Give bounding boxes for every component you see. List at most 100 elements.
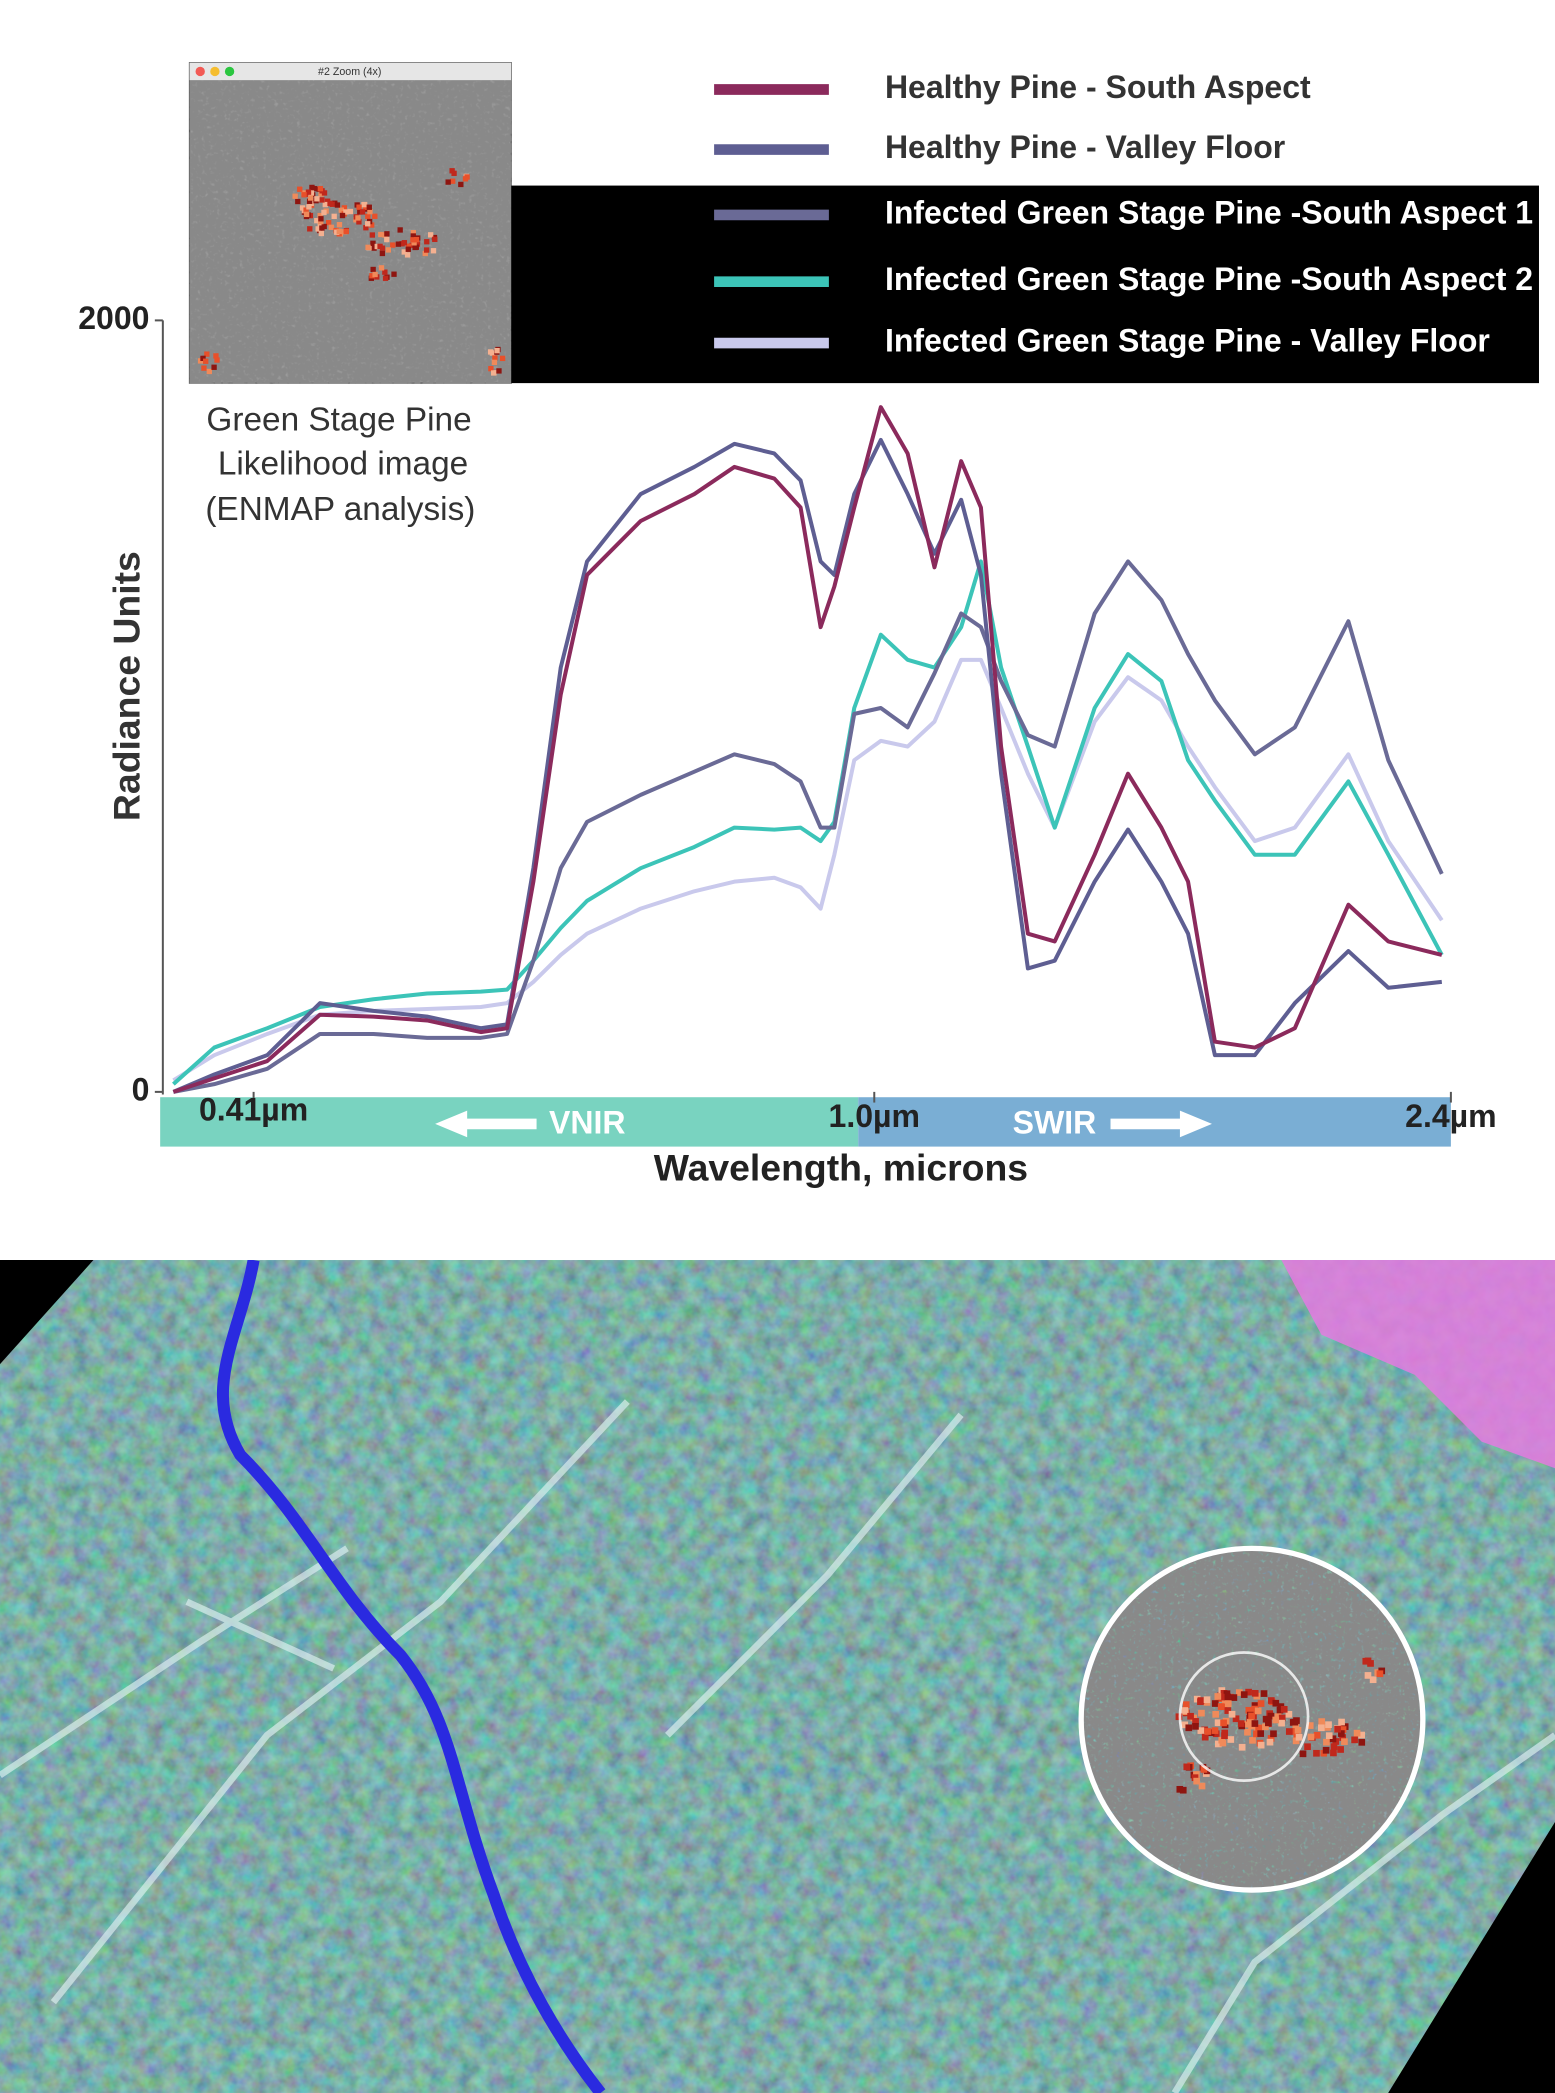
y-tick-label: 2000: [78, 300, 149, 336]
red-pixel: [370, 266, 376, 273]
red-pixel: [314, 196, 320, 202]
red-pixel: [1307, 1733, 1315, 1741]
red-pixel: [1330, 1749, 1337, 1757]
red-pixel: [1278, 1719, 1285, 1727]
zoom-button[interactable]: [224, 66, 235, 77]
close-button[interactable]: [195, 66, 205, 77]
y-tick-label: 0: [132, 1071, 150, 1107]
red-pixel: [1248, 1722, 1255, 1730]
no-data-corner: [1388, 1821, 1555, 2093]
red-pixel: [336, 228, 342, 235]
red-pixel: [1251, 1720, 1259, 1727]
red-pixel: [1230, 1694, 1238, 1701]
series-line: [172, 657, 1444, 1082]
minimize-button[interactable]: [210, 66, 220, 77]
red-pixels: [1175, 1657, 1386, 1794]
red-pixel: [1198, 1782, 1206, 1790]
red-pixel: [1272, 1699, 1280, 1707]
red-pixel: [328, 224, 334, 230]
red-pixel: [1228, 1710, 1236, 1718]
red-pixel: [450, 178, 456, 184]
red-pixel: [496, 368, 502, 374]
red-pixel: [356, 219, 362, 225]
red-pixel: [365, 244, 371, 251]
red-pixel: [322, 201, 328, 208]
red-pixel: [1214, 1693, 1222, 1700]
red-pixel: [306, 198, 313, 204]
red-pixel: [1267, 1697, 1275, 1704]
red-pixel: [385, 247, 392, 253]
satellite-image: [0, 1260, 1555, 2093]
series-line: [173, 559, 1444, 1094]
red-pixel: [1185, 1724, 1193, 1732]
red-pixel: [1353, 1729, 1361, 1737]
window-title: #2 Zoom (4x): [318, 66, 381, 78]
red-pixel: [1339, 1734, 1346, 1741]
red-pixel: [390, 242, 396, 248]
red-pixel: [1278, 1714, 1286, 1722]
red-pixel: [1304, 1743, 1311, 1751]
red-pixel: [1217, 1693, 1225, 1701]
red-pixel: [423, 247, 430, 253]
red-pixel: [405, 243, 412, 249]
red-pixel: [1182, 1701, 1190, 1708]
red-pixel: [1224, 1700, 1232, 1707]
red-pixel: [1358, 1738, 1366, 1746]
red-pixel: [1280, 1705, 1288, 1713]
red-pixel: [1246, 1718, 1254, 1726]
red-pixel: [1240, 1691, 1248, 1698]
red-pixel: [357, 209, 363, 215]
red-pixel: [314, 218, 320, 224]
red-pixel: [204, 351, 210, 357]
red-pixel: [1322, 1746, 1330, 1754]
red-pixel: [405, 246, 411, 252]
red-pixel: [410, 233, 416, 239]
red-pixel: [449, 168, 455, 174]
plot-area: 0 2000 0.41µm 1.0µm 2.4µm: [78, 300, 1496, 1134]
red-pixel: [1183, 1763, 1191, 1771]
red-pixel: [1313, 1749, 1320, 1757]
red-pixel: [1313, 1731, 1321, 1739]
red-pixel: [1227, 1736, 1235, 1743]
red-pixel: [413, 236, 420, 243]
red-pixel: [206, 368, 212, 375]
red-pixel: [1203, 1696, 1211, 1704]
legend-label: Infected Green Stage Pine - Valley Floor: [885, 323, 1490, 359]
red-pixel: [292, 193, 298, 199]
y-axis-label: Radiance Units: [105, 551, 147, 821]
red-pixel: [1285, 1728, 1293, 1735]
red-pixel: [317, 185, 324, 192]
red-pixel: [1242, 1720, 1250, 1728]
red-pixel: [318, 216, 324, 222]
red-pixel: [295, 198, 301, 205]
red-pixel: [1325, 1721, 1332, 1729]
red-pixel: [1351, 1736, 1358, 1744]
red-pixel: [1201, 1733, 1209, 1741]
red-pixel: [307, 226, 313, 232]
red-pixel: [201, 365, 207, 371]
red-pixel: [1267, 1735, 1275, 1742]
legend-background: [511, 185, 1539, 384]
red-pixel: [1293, 1717, 1300, 1724]
inset-caption: Likelihood image: [218, 446, 468, 483]
red-pixel: [1193, 1777, 1200, 1785]
red-pixel: [1272, 1716, 1280, 1724]
red-pixel: [1270, 1730, 1277, 1738]
red-pixel: [1358, 1731, 1366, 1739]
region-label: VNIR: [549, 1105, 626, 1141]
red-pixel: [339, 212, 346, 219]
red-pixel: [430, 248, 437, 254]
red-pixel: [384, 236, 390, 243]
red-pixel: [325, 219, 332, 226]
likelihood-image: [189, 80, 512, 384]
red-pixel: [1341, 1738, 1348, 1745]
red-pixel: [379, 250, 386, 257]
inset-border: [1078, 1545, 1426, 1893]
red-pixel: [1251, 1702, 1259, 1709]
red-pixel: [306, 204, 312, 210]
red-pixel: [492, 355, 498, 361]
red-pixel: [404, 252, 411, 258]
red-pixel: [382, 275, 389, 281]
legend-label: Healthy Pine - Valley Floor: [885, 129, 1285, 165]
